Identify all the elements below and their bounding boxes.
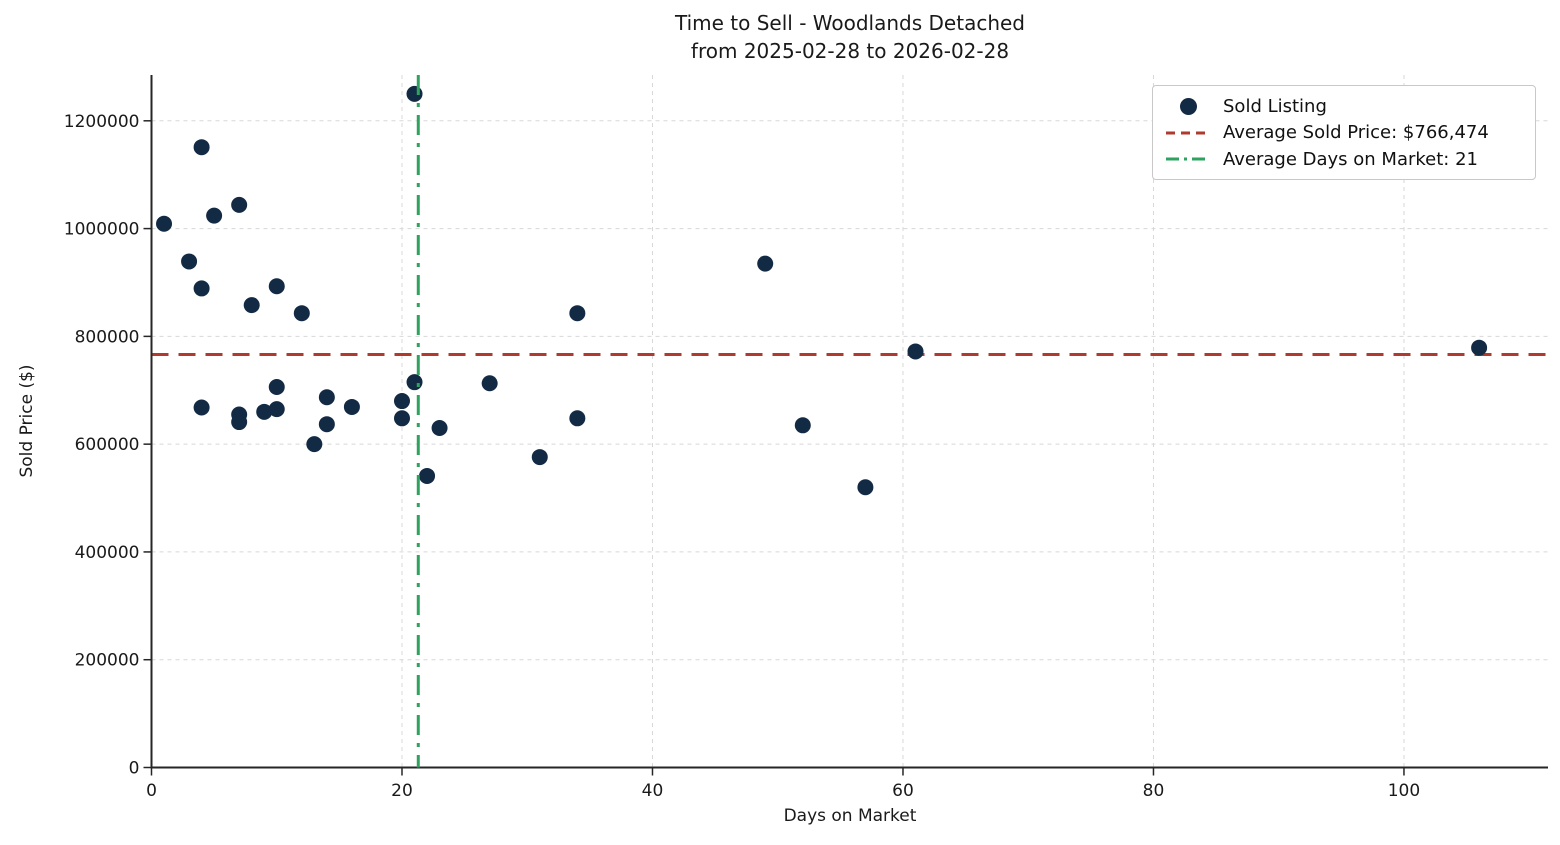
data-point <box>406 374 423 391</box>
data-point <box>569 305 586 322</box>
data-point <box>256 403 273 420</box>
x-tick-label: 100 <box>1388 781 1420 801</box>
legend: Sold Listing Average Sold Price: $766,47… <box>1152 85 1536 180</box>
y-axis-label: Sold Price ($) <box>17 364 37 478</box>
data-point <box>243 297 260 314</box>
data-point <box>531 449 548 466</box>
legend-label-sold-listing: Sold Listing <box>1223 95 1327 117</box>
data-point <box>206 207 223 224</box>
data-point <box>193 280 210 297</box>
data-point <box>393 410 410 427</box>
data-point <box>907 343 924 360</box>
data-point <box>268 401 285 418</box>
data-point <box>318 389 335 406</box>
data-point <box>406 85 423 102</box>
legend-item-sold-listing: Sold Listing <box>1165 96 1529 117</box>
data-point <box>757 255 774 272</box>
y-tick-label: 1200000 <box>64 112 140 132</box>
data-point <box>481 375 498 392</box>
data-point <box>268 278 285 295</box>
y-tick-label: 1000000 <box>64 220 140 240</box>
x-tick-label: 40 <box>642 781 664 801</box>
data-point <box>1471 339 1488 356</box>
data-point <box>231 414 248 431</box>
legend-item-average-price: Average Sold Price: $766,474 <box>1165 122 1529 143</box>
data-point <box>231 196 248 213</box>
data-point <box>794 417 811 434</box>
data-point <box>343 398 360 415</box>
chart-title: Time to Sell - Woodlands Detached <box>675 11 1025 35</box>
legend-label-average-days: Average Days on Market: 21 <box>1223 148 1478 170</box>
chart-subtitle: from 2025-02-28 to 2026-02-28 <box>690 39 1010 63</box>
average-price-line-icon <box>1165 130 1211 136</box>
x-tick-label: 0 <box>146 781 157 801</box>
data-point <box>393 393 410 410</box>
data-point <box>431 419 448 436</box>
data-point <box>857 479 874 496</box>
legend-item-average-days: Average Days on Market: 21 <box>1165 149 1529 170</box>
data-point <box>306 436 323 453</box>
y-tick-label: 200000 <box>75 651 140 671</box>
data-point <box>193 399 210 416</box>
data-point <box>293 305 310 322</box>
data-point <box>318 416 335 433</box>
data-point <box>181 253 198 270</box>
data-point <box>419 467 436 484</box>
data-point <box>268 379 285 396</box>
data-point <box>569 410 586 427</box>
x-tick-label: 20 <box>391 781 413 801</box>
legend-label-average-price: Average Sold Price: $766,474 <box>1223 122 1489 143</box>
y-tick-label: 0 <box>129 759 140 779</box>
y-tick-label: 800000 <box>75 327 140 347</box>
data-point <box>156 215 173 232</box>
y-tick-label: 400000 <box>75 543 140 563</box>
sold-listing-marker-icon <box>1165 97 1211 115</box>
x-tick-label: 80 <box>1143 781 1165 801</box>
x-tick-label: 60 <box>892 781 914 801</box>
average-days-line-icon <box>1165 156 1211 162</box>
y-tick-label: 600000 <box>75 435 140 455</box>
x-axis-label: Days on Market <box>783 806 917 826</box>
data-point <box>193 139 210 156</box>
